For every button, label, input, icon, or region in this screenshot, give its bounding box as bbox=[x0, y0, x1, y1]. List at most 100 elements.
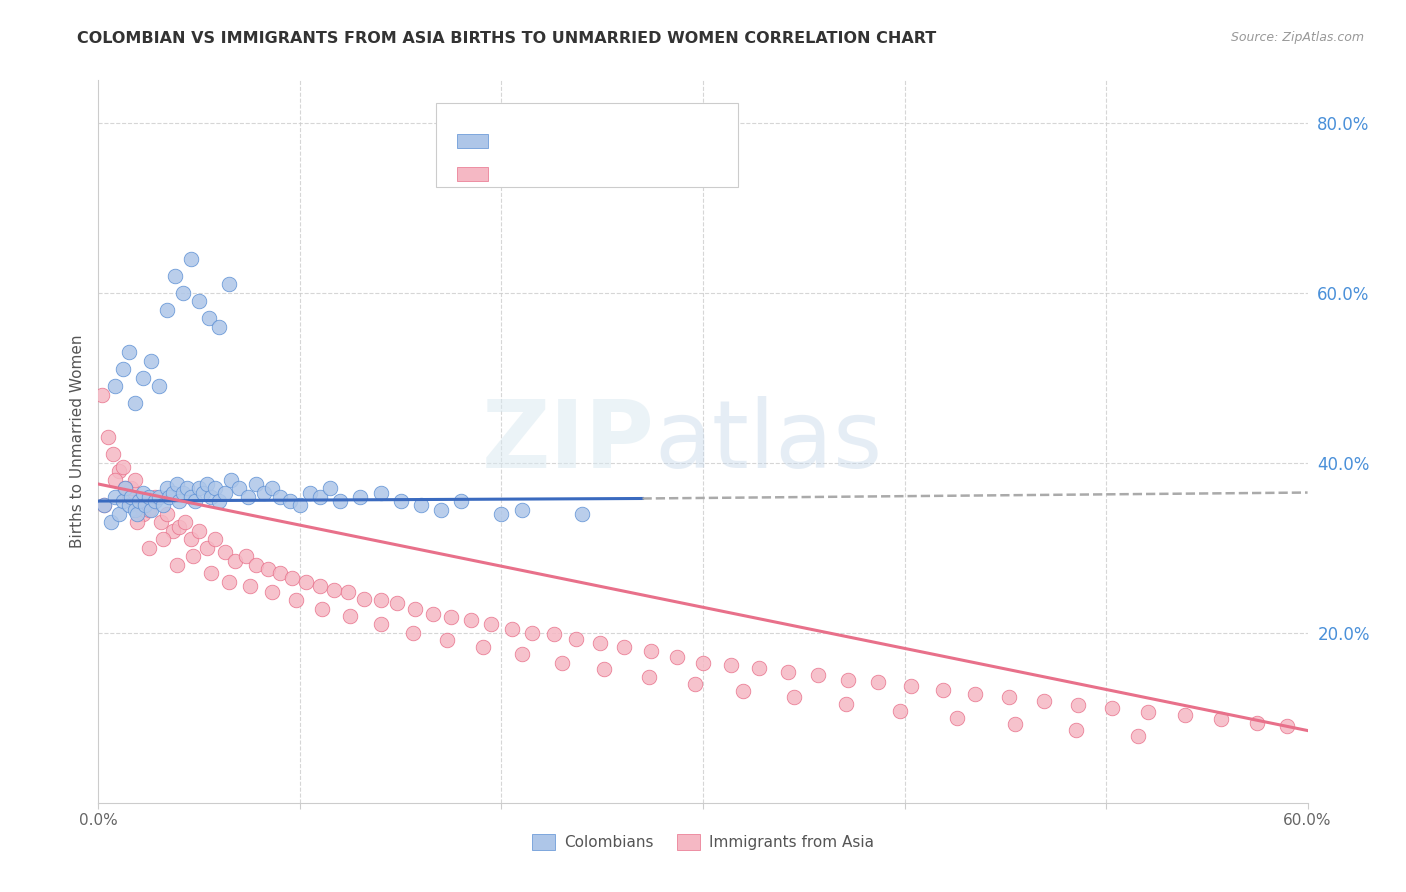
Point bbox=[748, 661, 770, 675]
Point bbox=[1246, 715, 1268, 730]
Point bbox=[156, 481, 179, 495]
Point bbox=[97, 430, 120, 444]
Point bbox=[353, 591, 375, 606]
Point bbox=[683, 677, 706, 691]
Point bbox=[162, 485, 184, 500]
Point bbox=[1209, 713, 1232, 727]
Point bbox=[166, 558, 188, 572]
Point bbox=[143, 490, 166, 504]
Point bbox=[460, 613, 482, 627]
Point bbox=[520, 625, 543, 640]
Point bbox=[100, 516, 122, 530]
Point bbox=[138, 541, 160, 555]
Point bbox=[1128, 730, 1150, 744]
Point bbox=[114, 481, 136, 495]
Point bbox=[385, 596, 408, 610]
Point bbox=[218, 574, 240, 589]
Point bbox=[103, 473, 125, 487]
Point bbox=[1004, 716, 1026, 731]
Point bbox=[323, 583, 346, 598]
Legend: Colombians, Immigrants from Asia: Colombians, Immigrants from Asia bbox=[526, 829, 880, 856]
Point bbox=[692, 656, 714, 670]
Point bbox=[176, 481, 198, 495]
Point bbox=[143, 494, 166, 508]
Point bbox=[404, 602, 426, 616]
Point bbox=[195, 541, 218, 555]
Point bbox=[370, 485, 392, 500]
Point bbox=[319, 481, 342, 495]
Point bbox=[224, 553, 246, 567]
Point bbox=[166, 477, 188, 491]
Point bbox=[278, 494, 301, 508]
Point bbox=[148, 490, 170, 504]
Point bbox=[889, 704, 911, 718]
Point bbox=[472, 640, 495, 655]
Point bbox=[107, 464, 129, 478]
Point bbox=[125, 516, 148, 530]
Y-axis label: Births to Unmarried Women: Births to Unmarried Women bbox=[69, 334, 84, 549]
Point bbox=[481, 617, 503, 632]
Point bbox=[491, 507, 513, 521]
Point bbox=[103, 379, 125, 393]
Point bbox=[120, 490, 142, 504]
Point bbox=[91, 388, 114, 402]
Point bbox=[430, 502, 453, 516]
Text: COLOMBIAN VS IMMIGRANTS FROM ASIA BIRTHS TO UNMARRIED WOMEN CORRELATION CHART: COLOMBIAN VS IMMIGRANTS FROM ASIA BIRTHS… bbox=[77, 31, 936, 46]
Point bbox=[239, 579, 262, 593]
Point bbox=[868, 675, 890, 690]
Point bbox=[218, 277, 240, 292]
Point bbox=[349, 490, 371, 504]
Point bbox=[613, 640, 636, 655]
Point bbox=[309, 490, 332, 504]
Point bbox=[436, 632, 458, 647]
Point bbox=[118, 345, 141, 359]
Point bbox=[124, 502, 146, 516]
Point bbox=[1064, 723, 1087, 737]
Point bbox=[337, 585, 360, 599]
Point bbox=[111, 460, 134, 475]
Point bbox=[565, 632, 588, 646]
Point bbox=[221, 473, 243, 487]
Point bbox=[551, 656, 574, 670]
Point bbox=[167, 519, 190, 533]
Point bbox=[198, 311, 221, 326]
Point bbox=[783, 690, 806, 705]
Point bbox=[174, 516, 197, 530]
Point bbox=[409, 498, 432, 512]
Point bbox=[450, 494, 472, 508]
Point bbox=[114, 481, 136, 495]
Point bbox=[965, 687, 987, 701]
Point bbox=[184, 494, 207, 508]
Point bbox=[1032, 694, 1054, 708]
Point bbox=[188, 481, 211, 495]
Point bbox=[501, 622, 523, 636]
Point bbox=[640, 644, 662, 658]
Point bbox=[269, 566, 291, 581]
Point bbox=[180, 252, 202, 266]
Point bbox=[543, 627, 565, 641]
Point bbox=[402, 625, 425, 640]
Point bbox=[128, 494, 150, 508]
Point bbox=[101, 447, 124, 461]
Point bbox=[807, 668, 830, 682]
Point bbox=[124, 396, 146, 410]
Point bbox=[236, 490, 259, 504]
Text: R = -0.705   N = 99: R = -0.705 N = 99 bbox=[499, 150, 650, 164]
Point bbox=[180, 533, 202, 547]
Point bbox=[167, 494, 190, 508]
Point bbox=[156, 302, 179, 317]
Point bbox=[510, 647, 533, 661]
Point bbox=[111, 494, 134, 508]
Point bbox=[422, 607, 444, 621]
Point bbox=[720, 658, 742, 673]
Point bbox=[900, 679, 922, 693]
Point bbox=[593, 662, 616, 676]
Point bbox=[157, 490, 180, 504]
Point bbox=[1101, 701, 1123, 715]
Point bbox=[148, 379, 170, 393]
Point bbox=[370, 617, 392, 632]
Point bbox=[180, 490, 202, 504]
Point bbox=[776, 665, 799, 679]
Point bbox=[138, 490, 160, 504]
Text: ZIP: ZIP bbox=[482, 395, 655, 488]
